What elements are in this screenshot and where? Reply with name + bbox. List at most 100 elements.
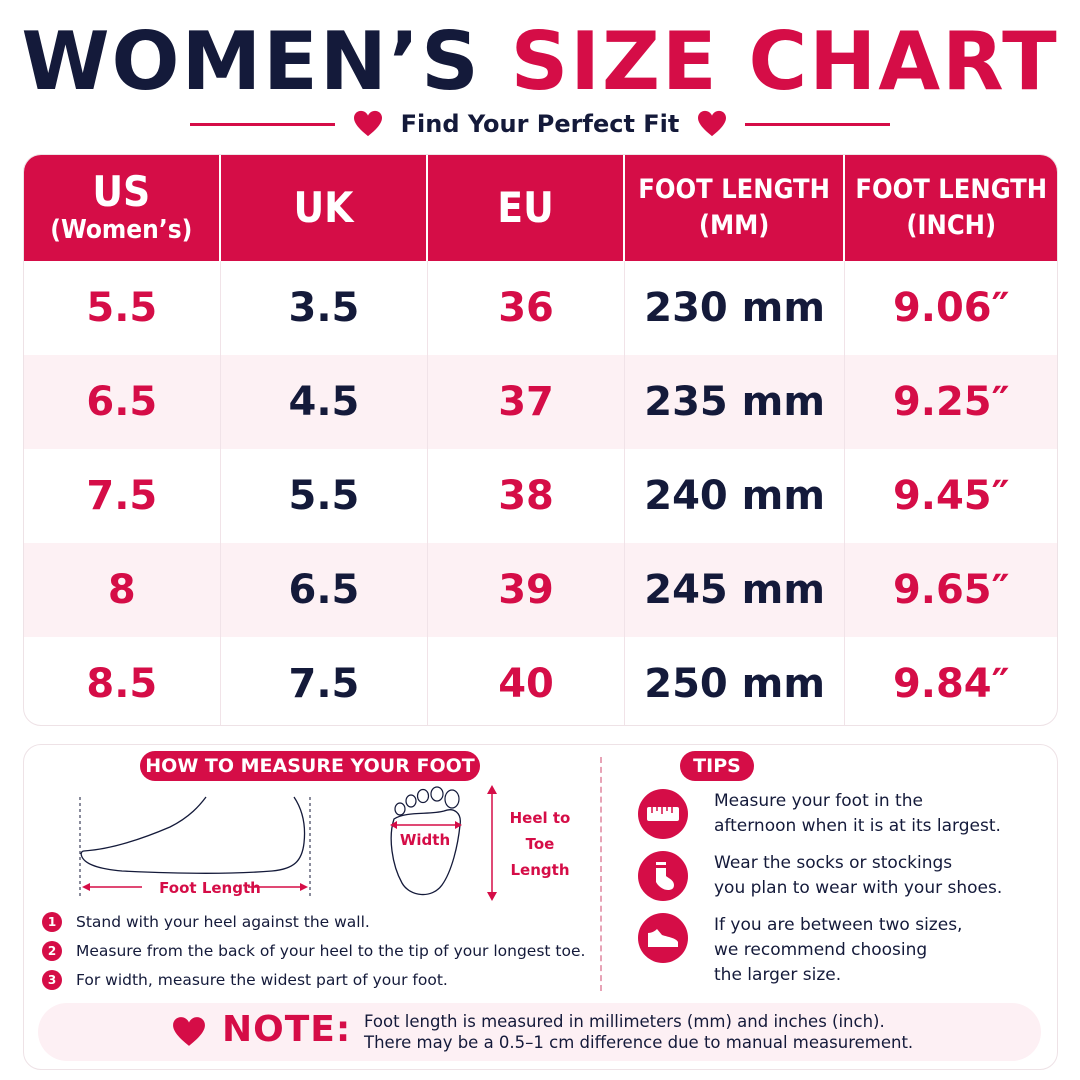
column-header-label: FOOT LENGTH <box>855 174 1048 205</box>
table-row: 8 6.5 39 245 mm 9.65″ <box>24 543 1057 637</box>
subtitle: Find Your Perfect Fit <box>400 110 680 138</box>
heel-to-toe-label: Heel to Toe Length <box>504 805 576 883</box>
foot-side-diagram <box>79 796 311 897</box>
tip-text: Wear the socks or stockings you plan to … <box>714 851 1014 901</box>
column-header-label: US <box>92 167 151 216</box>
table-body: 5.5 3.5 36 230 mm 9.06″ 6.5 4.5 37 235 m… <box>24 261 1057 725</box>
heel-toe-arrow <box>487 785 497 901</box>
tip-line: you plan to wear with your shoes. <box>714 878 1003 898</box>
ruler-icon <box>638 789 688 839</box>
table-row: 5.5 3.5 36 230 mm 9.06″ <box>24 261 1057 355</box>
tip-line: If you are between two sizes, <box>714 915 963 935</box>
cell-uk: 5.5 <box>221 449 429 543</box>
tip-text: Measure your foot in the afternoon when … <box>714 789 1014 839</box>
title-part-red: SIZE CHART <box>510 15 1059 108</box>
size-table: US (Women’s) UK EU FOOT LENGTH (MM) FOOT… <box>23 154 1058 726</box>
tip-line: we recommend choosing <box>714 940 928 960</box>
tip-line: Measure your foot in the <box>714 791 923 811</box>
tip-item: Measure your foot in the afternoon when … <box>638 789 1014 839</box>
cell-us: 8 <box>24 543 221 637</box>
heart-icon <box>698 110 727 137</box>
cell-foot-mm: 245 mm <box>625 543 846 637</box>
cell-us: 7.5 <box>24 449 221 543</box>
width-label: Width <box>399 831 451 849</box>
table-row: 7.5 5.5 38 240 mm 9.45″ <box>24 449 1057 543</box>
cell-eu: 36 <box>428 261 625 355</box>
column-header-sublabel: (INCH) <box>906 210 997 241</box>
subtitle-row: Find Your Perfect Fit <box>0 104 1080 144</box>
column-header-sublabel: (Women’s) <box>50 215 193 245</box>
page-title: WOMEN’S SIZE CHART <box>0 14 1080 110</box>
measure-step: 3 For width, measure the widest part of … <box>42 965 585 994</box>
cell-eu: 39 <box>428 543 625 637</box>
note-text: Foot length is measured in millimeters (… <box>364 1011 1004 1053</box>
measure-heading: HOW TO MEASURE YOUR FOOT <box>140 751 480 781</box>
cell-foot-inch: 9.06″ <box>892 285 1010 331</box>
note-line: There may be a 0.5–1 cm difference due t… <box>364 1033 914 1052</box>
column-header-label: EU <box>497 183 554 232</box>
cell-uk: 7.5 <box>221 637 429 725</box>
divider-line-left <box>189 122 335 126</box>
tip-line: Wear the socks or stockings <box>714 853 953 873</box>
cell-us: 8.5 <box>24 637 221 725</box>
step-text: Stand with your heel against the wall. <box>76 912 370 931</box>
column-header-foot-length-inch: FOOT LENGTH (INCH) <box>845 155 1057 261</box>
cell-foot-inch: 9.45″ <box>892 473 1010 519</box>
column-header-label: UK <box>293 183 354 232</box>
cell-foot-inch: 9.25″ <box>892 379 1010 425</box>
column-header-sublabel: (MM) <box>698 210 770 241</box>
measure-step: 1 Stand with your heel against the wall. <box>42 907 585 936</box>
cell-eu: 37 <box>428 355 625 449</box>
tip-item: Wear the socks or stockings you plan to … <box>638 851 1014 901</box>
column-header-us: US (Women’s) <box>24 155 221 261</box>
cell-uk: 4.5 <box>221 355 429 449</box>
step-number: 1 <box>42 911 62 932</box>
shoe-icon <box>638 913 688 963</box>
tip-line: the larger size. <box>714 965 842 985</box>
cell-uk: 6.5 <box>221 543 429 637</box>
cell-eu: 40 <box>428 637 625 725</box>
table-header: US (Women’s) UK EU FOOT LENGTH (MM) FOOT… <box>24 155 1057 261</box>
cell-eu: 38 <box>428 449 625 543</box>
heel-label-line: Length <box>510 861 570 879</box>
cell-foot-inch: 9.84″ <box>892 661 1010 707</box>
column-header-uk: UK <box>221 155 429 261</box>
heel-label-line: Heel to <box>509 809 571 827</box>
column-header-eu: EU <box>428 155 625 261</box>
tip-line: afternoon when it is at its largest. <box>714 816 1001 836</box>
step-text: For width, measure the widest part of yo… <box>76 970 448 989</box>
table-row: 6.5 4.5 37 235 mm 9.25″ <box>24 355 1057 449</box>
cell-us: 6.5 <box>24 355 221 449</box>
sock-icon <box>638 851 688 901</box>
heel-label-line: Toe <box>525 835 555 853</box>
cell-foot-mm: 230 mm <box>625 261 846 355</box>
cell-uk: 3.5 <box>221 261 429 355</box>
step-text: Measure from the back of your heel to th… <box>76 941 586 960</box>
foot-length-label: Foot Length <box>159 879 261 897</box>
note-line: Foot length is measured in millimeters (… <box>364 1012 885 1031</box>
step-number: 3 <box>42 969 62 990</box>
tip-text: If you are between two sizes, we recomme… <box>714 913 1014 988</box>
tip-item: If you are between two sizes, we recomme… <box>638 913 1014 988</box>
measure-step: 2 Measure from the back of your heel to … <box>42 936 585 965</box>
divider-line-right <box>745 122 891 126</box>
column-header-label: FOOT LENGTH <box>638 174 830 205</box>
note-label: NOTE: <box>222 1009 352 1050</box>
step-number: 2 <box>42 940 62 961</box>
heart-icon <box>173 1017 205 1046</box>
section-divider <box>600 757 602 991</box>
tips-heading: TIPS <box>680 751 754 781</box>
heart-icon <box>353 110 382 137</box>
cell-foot-mm: 235 mm <box>625 355 846 449</box>
note-banner: NOTE: Foot length is measured in millime… <box>38 1003 1041 1061</box>
measure-steps: 1 Stand with your heel against the wall.… <box>42 907 585 994</box>
cell-us: 5.5 <box>24 261 221 355</box>
title-part-dark: WOMEN’S <box>21 15 481 108</box>
foot-top-diagram <box>390 786 462 896</box>
info-panel: HOW TO MEASURE YOUR FOOT Foot Length Wid… <box>23 744 1058 1070</box>
cell-foot-mm: 250 mm <box>625 637 846 725</box>
table-row: 8.5 7.5 40 250 mm 9.84″ <box>24 637 1057 725</box>
cell-foot-mm: 240 mm <box>625 449 846 543</box>
column-header-foot-length-mm: FOOT LENGTH (MM) <box>625 155 846 261</box>
cell-foot-inch: 9.65″ <box>892 567 1010 613</box>
